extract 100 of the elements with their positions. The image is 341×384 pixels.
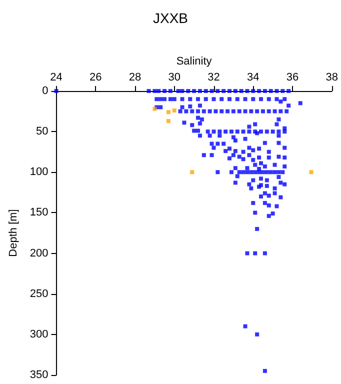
point	[255, 332, 260, 336]
point	[222, 142, 226, 146]
point	[262, 89, 267, 93]
point	[198, 104, 202, 108]
x-tick-label: 24	[50, 72, 62, 84]
point	[272, 109, 277, 114]
point	[251, 97, 256, 102]
point	[158, 97, 163, 102]
point	[266, 214, 271, 218]
point	[274, 204, 279, 208]
point	[202, 109, 206, 114]
x-tick-label: 32	[208, 72, 220, 84]
point	[262, 368, 267, 373]
x-axis-title: Salinity	[176, 56, 212, 68]
point	[262, 251, 267, 256]
point	[146, 89, 151, 93]
point	[235, 174, 240, 178]
y-tick-label: 200	[30, 247, 48, 260]
point	[298, 101, 302, 106]
point	[222, 89, 226, 93]
point	[186, 89, 190, 93]
point	[245, 166, 250, 170]
point	[266, 109, 271, 114]
point	[233, 180, 238, 185]
x-tick-label: 38	[326, 72, 338, 84]
point	[247, 130, 252, 134]
point	[216, 89, 220, 93]
point	[272, 186, 277, 190]
point	[237, 170, 242, 174]
point	[220, 109, 224, 114]
point	[204, 89, 208, 93]
point	[156, 89, 161, 93]
point	[190, 109, 194, 114]
point	[253, 170, 258, 174]
point	[259, 194, 264, 198]
point	[235, 97, 240, 102]
point	[243, 109, 248, 114]
point	[251, 148, 256, 152]
point	[231, 109, 236, 114]
point	[168, 97, 172, 102]
y-tick-label: 300	[30, 328, 48, 340]
x-tick-label: 30	[168, 72, 181, 84]
point	[245, 170, 250, 174]
point	[272, 162, 277, 167]
point	[228, 156, 232, 160]
point	[276, 154, 281, 159]
point	[276, 140, 281, 145]
point	[266, 194, 271, 198]
point	[282, 130, 287, 134]
point	[284, 109, 289, 114]
point	[259, 130, 264, 134]
point	[264, 178, 269, 182]
point	[260, 170, 265, 174]
point	[270, 212, 275, 216]
point	[190, 170, 194, 174]
point	[282, 182, 287, 186]
point	[282, 146, 287, 150]
point	[210, 153, 214, 158]
point	[180, 97, 184, 102]
point	[188, 104, 192, 108]
point	[247, 124, 252, 129]
point	[274, 97, 279, 102]
point	[309, 170, 314, 174]
point	[172, 97, 176, 102]
point	[198, 89, 202, 93]
point	[262, 200, 267, 205]
point	[208, 134, 212, 138]
point	[276, 170, 281, 174]
point	[266, 150, 271, 154]
point	[239, 89, 244, 93]
point	[243, 324, 248, 328]
x-tick-label: 26	[90, 72, 102, 84]
point	[276, 134, 281, 138]
point	[255, 226, 260, 231]
point	[229, 130, 234, 134]
point	[259, 161, 264, 166]
point	[282, 164, 287, 168]
point	[208, 109, 212, 114]
point	[266, 97, 271, 102]
point	[162, 89, 167, 93]
point	[253, 162, 258, 167]
point	[255, 109, 260, 114]
point	[245, 89, 250, 93]
point	[251, 158, 256, 162]
point	[196, 116, 200, 120]
point	[247, 153, 252, 158]
point	[278, 180, 283, 185]
point	[257, 146, 262, 151]
point	[218, 130, 222, 134]
point	[188, 97, 192, 102]
point	[224, 149, 228, 154]
point	[270, 130, 275, 134]
point	[162, 97, 167, 102]
point	[235, 130, 240, 134]
point	[198, 134, 202, 138]
point	[280, 89, 285, 93]
point	[278, 195, 283, 200]
point	[166, 110, 170, 114]
point	[200, 117, 204, 122]
x-tick-label: 28	[128, 72, 142, 84]
